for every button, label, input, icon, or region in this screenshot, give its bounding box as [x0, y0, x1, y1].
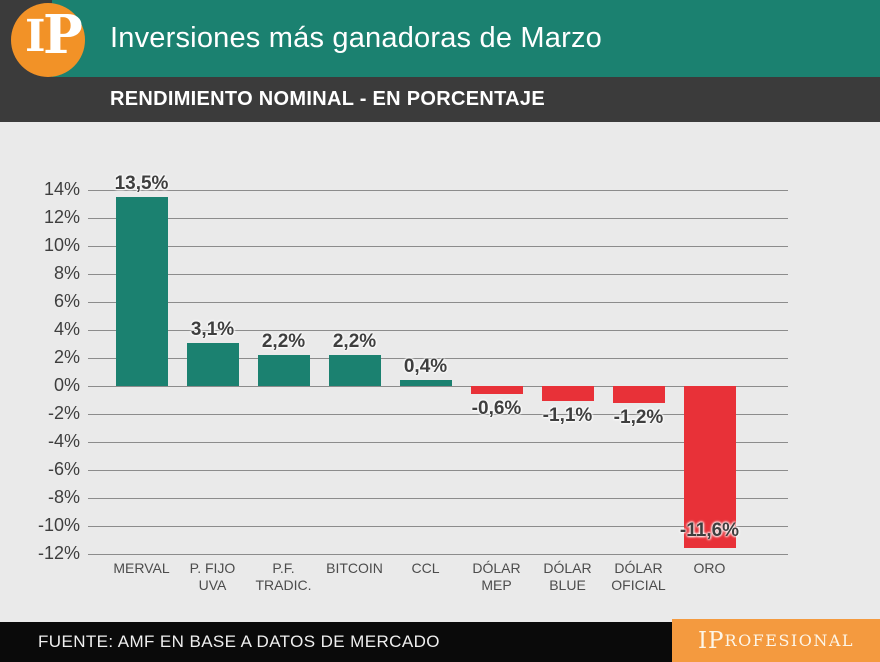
gridline--4 — [88, 442, 788, 443]
value-label-p-f-tradic: 2,2% — [261, 331, 306, 353]
logo-letter-i: I — [25, 11, 46, 62]
brand-badge: IP ROFESIONAL — [672, 619, 880, 662]
gridline-4 — [88, 330, 788, 331]
chart-subtitle: RENDIMIENTO NOMINAL - EN PORCENTAJE — [110, 88, 545, 110]
y-tick-label: 12% — [43, 207, 80, 227]
gridline-2 — [88, 358, 788, 359]
y-tick-label: -2% — [47, 403, 80, 423]
bar-dolar-mep — [470, 386, 523, 395]
gridline--8 — [88, 498, 788, 499]
category-label-line: DÓLAR — [614, 560, 663, 576]
bar-oro — [683, 386, 736, 549]
gridline-14 — [88, 190, 788, 191]
logo-letter-p: P — [43, 4, 83, 66]
gridline--12 — [88, 554, 788, 555]
gridline-8 — [88, 274, 788, 275]
source-text: FUENTE: AMF EN BASE A DATOS DE MERCADO — [38, 632, 440, 651]
gridline--10 — [88, 526, 788, 527]
category-label-line: P.F. — [272, 560, 295, 576]
value-label-merval: 13,5% — [114, 173, 169, 194]
category-label-line: OFICIAL — [611, 577, 666, 593]
bar-merval — [115, 197, 168, 386]
category-label-line: UVA — [198, 577, 227, 593]
bar-p-f-tradic — [257, 355, 310, 386]
category-label-dolar-blue: DÓLAR BLUE — [522, 560, 614, 594]
category-label-line: DÓLAR — [543, 560, 592, 576]
value-label-dolar-blue: -1,1% — [542, 405, 593, 427]
value-label-dolar-mep: -0,6% — [471, 398, 522, 420]
gridline-12 — [88, 218, 788, 219]
gridline-0 — [88, 386, 788, 387]
y-tick-label: 10% — [43, 235, 80, 255]
brand-text-small: ROFESIONAL — [724, 631, 855, 650]
y-tick-label: 4% — [53, 319, 80, 339]
category-label-line: DÓLAR — [472, 560, 521, 576]
category-label-line: MERVAL — [113, 560, 170, 576]
value-label-bitcoin: 2,2% — [332, 331, 377, 353]
bar-dolar-blue — [541, 386, 594, 402]
category-label-line: BITCOIN — [326, 560, 383, 576]
category-label-dolar-mep: DÓLAR MEP — [451, 560, 543, 594]
value-label-oro: -11,6% — [679, 520, 740, 542]
page-title: Inversiones más ganadoras de Marzo — [110, 22, 602, 54]
category-label-line: ORO — [693, 560, 726, 576]
category-label-line: BLUE — [549, 577, 586, 593]
category-label-line: TRADIC. — [255, 577, 312, 593]
y-tick-label: 14% — [43, 179, 80, 199]
category-label-oro: ORO — [664, 560, 756, 577]
ip-logo-icon: I P — [11, 3, 85, 77]
bar-bitcoin — [328, 355, 381, 386]
y-tick-label: -6% — [47, 459, 80, 479]
category-label-p-f-tradic: P.F. TRADIC. — [238, 560, 330, 594]
category-label-line: CCL — [411, 560, 440, 576]
value-label-p-fijo-uva: 3,1% — [190, 318, 235, 340]
y-tick-label: 6% — [53, 291, 80, 311]
bar-dolar-oficial — [612, 386, 665, 403]
y-tick-label: -4% — [47, 431, 80, 451]
gridline--6 — [88, 470, 788, 471]
bar-ccl — [399, 380, 452, 386]
y-tick-label: -10% — [37, 515, 80, 535]
category-label-merval: MERVAL — [96, 560, 188, 577]
gridline--2 — [88, 414, 788, 415]
bar-chart: 14% 12% 10% 8% 6% 4% 2% 0% -2% -4% -6% -8% -10% -12% 1… — [0, 122, 880, 622]
bar-p-fijo-uva — [186, 342, 239, 386]
category-label-line: MEP — [481, 577, 512, 593]
footer: FUENTE: AMF EN BASE A DATOS DE MERCADO I… — [0, 619, 880, 662]
y-tick-label: 2% — [53, 347, 80, 367]
category-label-line: P. FIJO — [189, 560, 236, 576]
value-label-ccl: 0,4% — [403, 356, 448, 378]
category-label-bitcoin: BITCOIN — [309, 560, 401, 577]
value-label-dolar-oficial: -1,2% — [613, 406, 664, 428]
y-tick-label: 8% — [53, 263, 80, 283]
y-tick-label: 0% — [53, 375, 80, 395]
gridline-6 — [88, 302, 788, 303]
subtitle-bar: RENDIMIENTO NOMINAL - EN PORCENTAJE — [0, 77, 880, 122]
header-bar: Inversiones más ganadoras de Marzo — [52, 0, 880, 77]
y-tick-label: -12% — [37, 543, 80, 563]
category-label-ccl: CCL — [380, 560, 472, 577]
category-label-dolar-oficial: DÓLAR OFICIAL — [593, 560, 685, 594]
gridline-10 — [88, 246, 788, 247]
brand-text-large: IP — [697, 627, 725, 654]
category-label-p-fijo-uva: P. FIJO UVA — [167, 560, 259, 594]
y-tick-label: -8% — [47, 487, 80, 507]
